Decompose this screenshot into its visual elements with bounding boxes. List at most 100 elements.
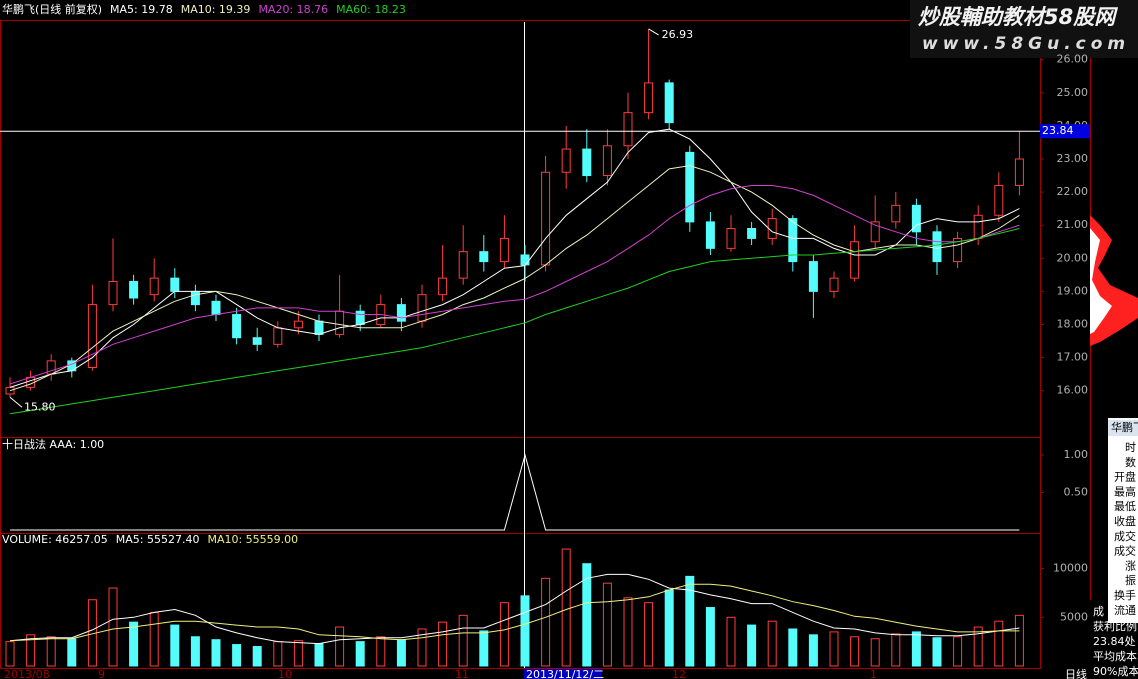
watermark-box: [910, 0, 1138, 58]
candle-body: [520, 254, 530, 266]
volume-bar: [376, 636, 386, 667]
chip-stat: 成: [1093, 605, 1104, 618]
info-row: 最高: [1114, 484, 1136, 498]
volume-bar: [561, 548, 571, 667]
y-tick-label: 26.00: [1057, 53, 1089, 66]
x-tick-label: 2013/08: [4, 668, 50, 679]
volume-bar: [211, 639, 221, 667]
volume-frame: [0, 533, 1041, 669]
candle-body: [644, 82, 654, 114]
watermark-url: www.58Gu.com: [922, 34, 1130, 54]
candle-body: [953, 237, 963, 263]
volume-bar: [644, 602, 654, 667]
volume-bar: [5, 641, 15, 667]
volume-bar: [170, 624, 180, 667]
watermark-title: 炒股輔助教材58股网: [918, 5, 1118, 29]
chip-stat: 获利比例: [1093, 619, 1137, 633]
candle-body: [314, 320, 324, 335]
info-row: 最低: [1114, 500, 1136, 513]
y-tick-label: 16.00: [1057, 384, 1089, 397]
volume-bar: [355, 641, 365, 667]
chip-stat: 平均成本: [1093, 649, 1137, 663]
y-tick-label: 21.00: [1057, 218, 1089, 231]
info-panel: [1108, 418, 1138, 623]
candle-body: [170, 277, 180, 292]
x-tick-label: 12: [672, 668, 686, 679]
info-row: 收盘: [1114, 514, 1136, 528]
low-pointer: [9, 396, 23, 408]
candle-body: [355, 310, 365, 325]
info-title: 华鹏飞: [1111, 420, 1138, 434]
volume-bar: [46, 636, 56, 667]
candle-body: [190, 290, 200, 306]
legend-entry: MA10: 19.39: [181, 3, 251, 16]
candle-body: [129, 280, 139, 299]
volume-bar: [685, 575, 695, 667]
volume-bar: [726, 616, 736, 667]
candle-body: [479, 251, 489, 263]
volume-bar: [602, 582, 612, 667]
candle-body: [541, 171, 551, 266]
volume-bar: [232, 644, 242, 667]
info-row: 流通: [1114, 603, 1136, 617]
volume-title: VOLUME: 46257.05: [2, 533, 108, 546]
candle-body: [211, 300, 221, 316]
high-label: 26.93: [662, 28, 694, 41]
volume-bar: [891, 633, 901, 667]
candle-body: [685, 151, 695, 223]
info-row: 换手: [1114, 588, 1136, 602]
ma-line: [9, 228, 1020, 415]
volume-bar: [829, 631, 839, 667]
period-label: 日线: [1065, 667, 1087, 679]
ma-line: [9, 185, 1020, 385]
volume-bar: [623, 597, 633, 667]
cursor-date: 2013/11/12/二: [526, 668, 604, 679]
volume-bar: [26, 634, 36, 667]
volume-bar: [520, 595, 530, 667]
volume-bar: [499, 602, 509, 667]
ma-line: [9, 128, 1020, 388]
info-row: 成交: [1114, 529, 1136, 543]
volume-bar: [273, 641, 283, 667]
x-tick-label: 11: [455, 668, 469, 679]
candle-body: [973, 214, 983, 239]
candle-body: [293, 320, 303, 329]
volume-bar: [438, 621, 448, 667]
legend-entry: MA60: 18.23: [336, 3, 406, 16]
volume-bar: [417, 628, 427, 667]
cursor-price-label: 23.84: [1042, 124, 1074, 137]
volume-bar: [973, 626, 983, 667]
candle-body: [108, 280, 118, 306]
volume-bar: [479, 630, 489, 667]
volume-bar: [396, 639, 406, 667]
y-tick-label: 0.50: [1064, 486, 1089, 499]
chip-profit: [1090, 228, 1112, 334]
volume-bar: [911, 631, 921, 667]
volume-bar: [767, 620, 777, 667]
candle-body: [149, 277, 159, 296]
candle-body: [726, 228, 736, 249]
chip-stat: 90%成本: [1093, 664, 1138, 678]
legend-entry: MA20: 18.76: [258, 3, 328, 16]
candle-body: [870, 221, 880, 243]
volume-bar: [314, 643, 324, 667]
indicator-line: [10, 453, 1020, 531]
high-pointer: [648, 28, 659, 36]
x-tick-label: 9: [98, 668, 105, 679]
candle-body: [458, 251, 468, 279]
volume-bar: [808, 634, 818, 667]
candle-body: [932, 231, 942, 263]
volume-bar: [1014, 614, 1024, 667]
y-tick-label: 23.00: [1057, 152, 1089, 165]
chart-title: 华鹏飞(日线 前复权): [2, 2, 102, 16]
candle-body: [87, 304, 97, 368]
x-tick-label: 10: [278, 668, 292, 679]
volume-bar: [664, 589, 674, 667]
volume-bar: [541, 577, 551, 667]
volume-bar: [293, 640, 303, 667]
candle-body: [602, 145, 612, 177]
candle-body: [417, 294, 427, 322]
volume-bar: [994, 620, 1004, 667]
candle-body: [829, 277, 839, 292]
